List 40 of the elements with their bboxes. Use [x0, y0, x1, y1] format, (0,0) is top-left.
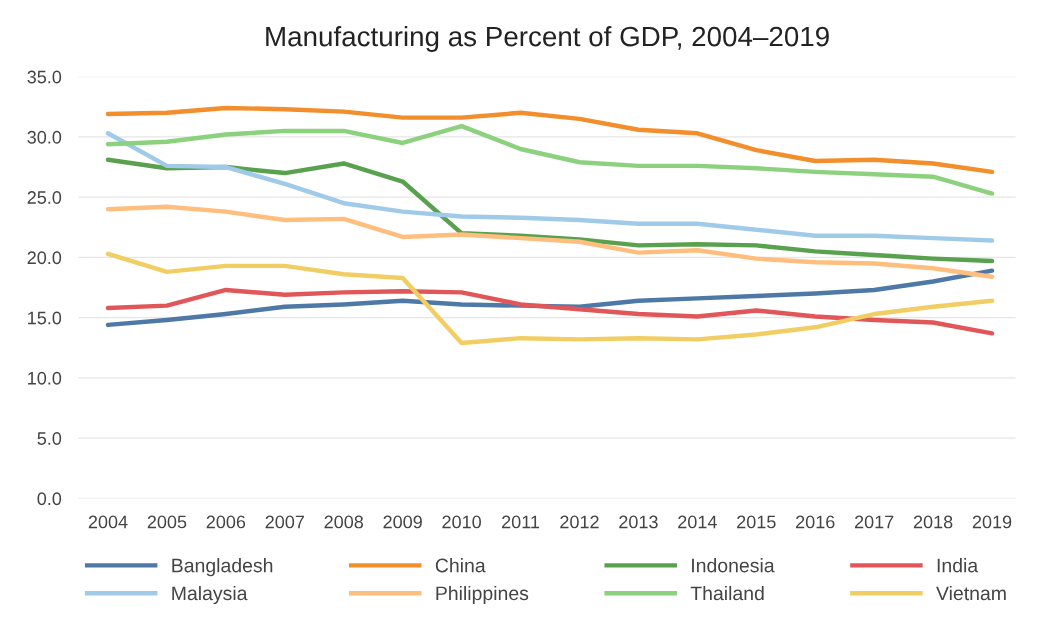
y-tick-label: 5.0: [37, 432, 62, 445]
x-tick-label: 2008: [324, 515, 364, 529]
line-series: [105, 268, 995, 328]
x-tick-label: 2010: [442, 515, 481, 529]
x-tick-label: 2016: [796, 515, 835, 529]
legend-label: India: [937, 558, 979, 573]
legend-label: Malaysia: [172, 585, 248, 605]
x-tick-label: 2013: [619, 515, 658, 529]
y-tick-label: 20.0: [27, 251, 62, 265]
x-tick-label: 2014: [678, 515, 717, 529]
legend-label: Vietnam: [936, 585, 1006, 601]
x-tick-label: 2011: [502, 515, 540, 529]
legend-label: Thailand: [690, 585, 764, 601]
x-tick-label: 2015: [737, 515, 776, 529]
x-tick-label: 2006: [206, 515, 246, 529]
line-series: [105, 131, 995, 243]
legend-label: China: [435, 558, 486, 573]
legend-label: Philippines: [436, 585, 529, 605]
y-tick-label: 30.0: [27, 130, 62, 144]
legend-label: Bangladesh: [172, 558, 273, 577]
x-tick-label: 2018: [913, 515, 953, 529]
x-tick-label: 2007: [265, 515, 304, 529]
line-series: [105, 204, 995, 279]
legend-label: Indonesia: [692, 558, 775, 573]
chart-title: Manufacturing as Percent of GDP, 2004–2019: [266, 25, 829, 52]
y-tick-label: 25.0: [27, 191, 62, 204]
y-tick-label: 35.0: [27, 70, 62, 84]
x-tick-label: 2017: [854, 515, 894, 529]
x-tick-label: 2019: [972, 515, 1012, 529]
y-tick-label: 10.0: [28, 371, 62, 385]
line-series: [105, 287, 995, 336]
line-series: [105, 123, 995, 196]
x-tick-label: 2012: [560, 515, 599, 529]
x-tick-label: 2004: [88, 515, 128, 529]
y-tick-label: 0.0: [37, 492, 62, 506]
x-tick-label: 2005: [147, 515, 187, 529]
line-series: [105, 105, 995, 175]
x-tick-label: 2009: [383, 515, 422, 529]
y-tick-label: 15.0: [28, 311, 62, 325]
line-series: [105, 251, 995, 346]
